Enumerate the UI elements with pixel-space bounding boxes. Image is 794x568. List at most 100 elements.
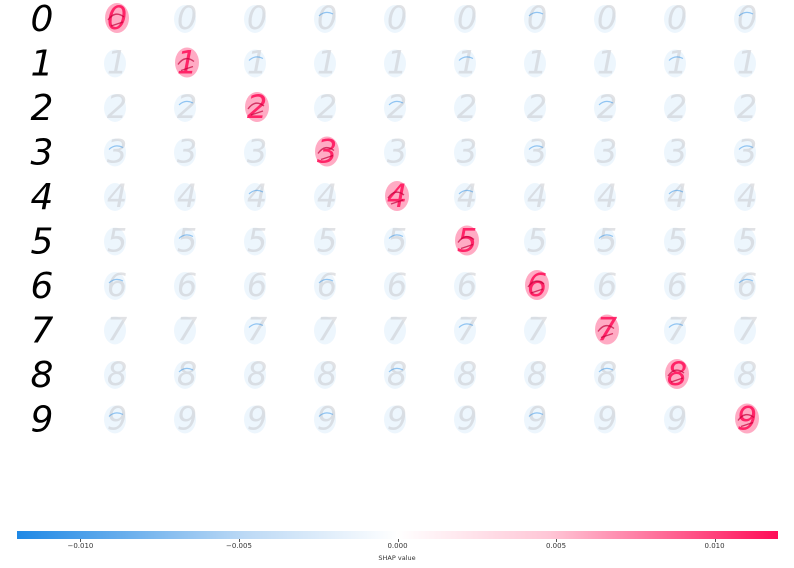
faint-digit: 9 [177,400,197,438]
negative-attribution-blob [174,361,196,389]
faint-digit: 1 [177,44,197,82]
negative-attribution-blob [664,227,686,256]
negative-attribution-blob [454,361,476,389]
colorbar-tick [397,539,399,542]
negative-attribution-blob [244,361,266,389]
shap-cell-row5-col5: 5 [455,222,479,260]
colorbar-tick-label: 0.005 [546,542,567,550]
negative-attribution-blob [314,405,336,434]
shap-cell-row7-col6: 7 [524,311,548,349]
faint-digit: 6 [597,266,617,304]
faint-digit: 9 [387,400,407,438]
shap-cell-row8-col8: 8 [665,355,689,393]
negative-attribution-blob [594,49,616,78]
shap-cell-row9-col6: 9 [524,400,547,438]
shap-cell-row6-col3: 6 [314,266,337,304]
faint-digit: 5 [597,222,617,260]
negative-attribution-blob [594,272,616,300]
shap-cell-row8-col9: 8 [734,355,757,393]
negative-attribution-blob [314,316,336,345]
negative-attribution-blob [314,227,336,256]
negative-stroke [668,56,684,61]
faint-digit: 6 [457,266,477,304]
faint-digit: 3 [177,133,197,171]
faint-digit: 8 [667,355,687,393]
shap-cell-row8-col0: 8 [104,355,127,393]
faint-digit: 0 [597,0,617,37]
negative-attribution-blob [174,316,196,345]
positive-stroke [317,146,335,161]
shap-cell-row3-col7: 3 [594,133,617,171]
shap-cell-row6-col2: 6 [244,266,267,304]
faint-digit: 5 [457,222,477,260]
negative-stroke [388,100,404,106]
faint-digit: 1 [527,44,547,82]
shap-cell-row7-col1: 7 [174,311,198,349]
faint-digit: 5 [667,222,687,260]
shap-cell-row5-col9: 5 [734,222,757,260]
negative-attribution-blob [384,94,406,122]
negative-attribution-blob [384,316,406,345]
negative-stroke [178,367,194,373]
shap-cell-row6-col7: 6 [594,266,617,304]
faint-digit: 1 [597,44,617,82]
shap-cell-row3-col5: 3 [454,133,477,171]
shap-cell-row3-col2: 3 [244,133,267,171]
faint-digit: 2 [597,88,617,126]
negative-attribution-blob [244,49,266,78]
faint-digit: 8 [387,355,407,393]
shap-cell-row5-col0: 5 [104,222,127,260]
faint-digit: 8 [737,355,757,393]
faint-digit: 3 [457,133,477,171]
faint-digit: 5 [107,222,127,260]
negative-attribution-blob [314,94,336,122]
negative-attribution-blob [734,94,756,122]
shap-cell-row9-col4: 9 [384,400,407,438]
shap-cell-row1-col4: 1 [384,44,407,82]
shap-cell-row7-col5: 7 [454,311,478,349]
faint-digit: 2 [387,88,407,126]
negative-attribution-blob [384,49,406,78]
faint-digit: 0 [667,0,687,37]
faint-digit: 4 [177,177,197,215]
faint-digit: 4 [457,177,477,215]
negative-attribution-blob [314,5,336,33]
shap-cell-row2-col9: 2 [734,88,757,126]
shap-cell-row7-col4: 7 [384,311,408,349]
colorbar-title: SHAP value [378,554,416,562]
faint-digit: 2 [667,88,687,126]
shap-cell-row9-col9: 9 [735,400,759,438]
shap-cell-row8-col6: 8 [524,355,547,393]
negative-attribution-blob [594,5,616,33]
colorbar-tick [238,539,240,542]
faint-digit: 3 [317,133,337,171]
negative-attribution-blob [454,138,476,167]
faint-digit: 3 [667,133,687,171]
faint-digit: 3 [247,133,267,171]
shap-cell-row6-col8: 6 [664,266,687,304]
negative-stroke [668,323,684,328]
negative-attribution-blob [664,49,686,78]
negative-attribution-blob [594,138,616,167]
faint-digit: 7 [597,311,618,349]
negative-attribution-blob [244,405,266,434]
faint-digit: 7 [457,311,478,349]
original-digit-4: 4 [31,177,54,218]
faint-digit: 4 [527,177,547,215]
faint-digit: 1 [387,44,407,82]
faint-digit: 3 [107,133,127,171]
faint-digit: 5 [247,222,267,260]
faint-digit: 7 [247,311,268,349]
shap-cell-row4-col7: 4 [594,177,617,215]
negative-attribution-blob [454,183,476,211]
original-digit-7: 7 [31,311,54,352]
shap-cell-row0-col0: 0 [105,0,129,37]
negative-attribution-blob [734,272,756,300]
negative-attribution-blob [104,138,126,167]
negative-attribution-blob [664,5,686,33]
shap-cell-row2-col7: 2 [594,88,617,126]
shap-cell-row2-col4: 2 [384,88,407,126]
positive-stroke [667,369,685,383]
shap-cell-row3-col3: 3 [315,133,339,171]
shap-cell-row7-col0: 7 [104,311,128,349]
